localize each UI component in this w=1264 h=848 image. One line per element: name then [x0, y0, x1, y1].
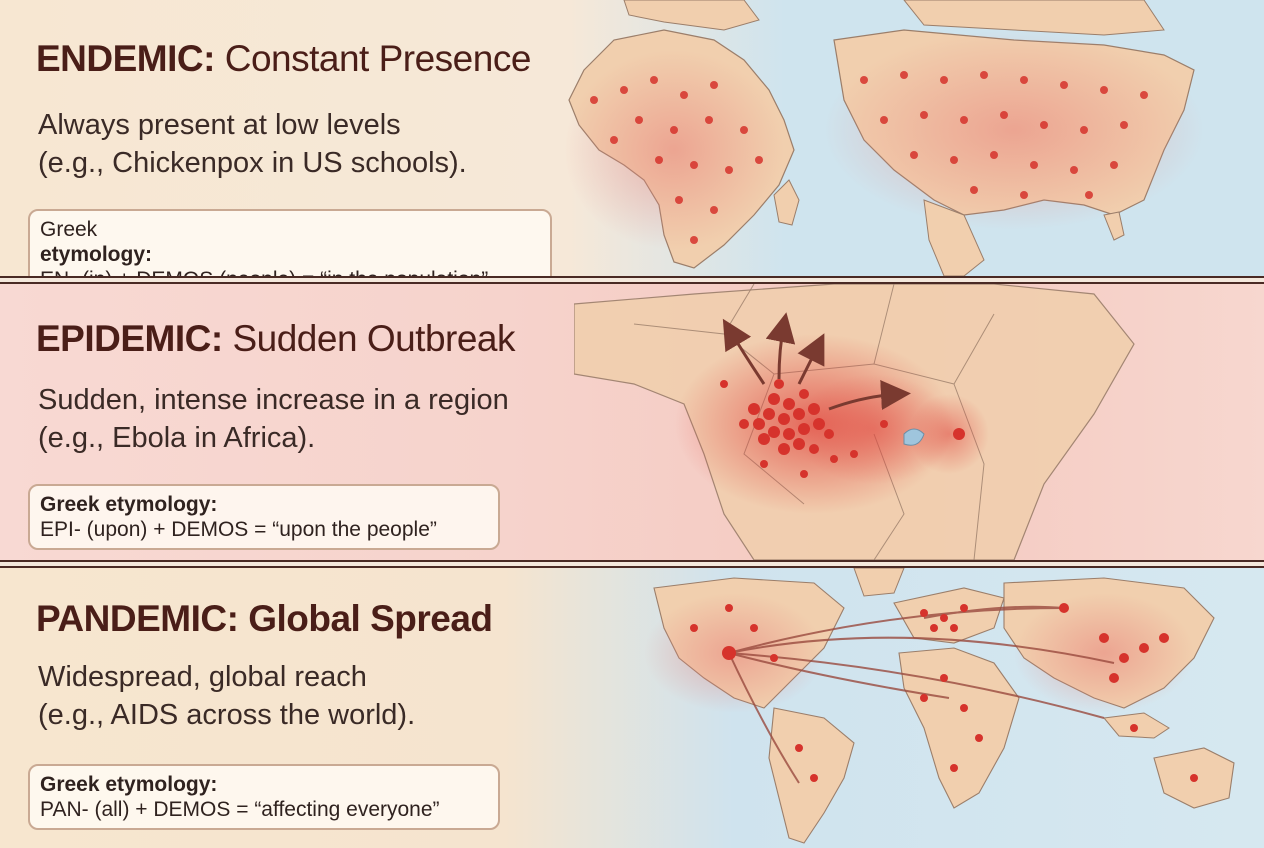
epidemic-term: EPIDEMIC: [36, 318, 223, 359]
endemic-term: ENDEMIC: [36, 38, 215, 79]
pandemic-etymology-text: PAN- (all) + DEMOS = “affecting everyone… [40, 798, 440, 821]
epidemic-subtitle: Sudden Outbreak [232, 318, 516, 359]
epidemic-section: EPIDEMIC: Sudden Outbreak Sudden, intens… [0, 284, 1264, 560]
endemic-description-line-2: (e.g., Chickenpox in US schools). [38, 147, 467, 179]
pandemic-term: PANDEMIC: [36, 598, 239, 639]
endemic-heading: ENDEMIC: Constant Presence [36, 38, 531, 80]
pandemic-description-line-1: Widespread, global reach [38, 661, 367, 693]
endemic-description-line-1: Always present at low levels [38, 109, 401, 141]
section-divider [0, 276, 1264, 284]
pandemic-etymology-label: Greek etymology: [40, 773, 218, 796]
epidemic-description-line-1: Sudden, intense increase in a region [38, 384, 509, 416]
world-map-icon [644, 568, 1235, 844]
epidemic-etymology-label: Greek etymology: [40, 493, 218, 516]
endemic-subtitle: Constant Presence [224, 38, 532, 79]
pandemic-section: PANDEMIC: Global Spread Widespread, glob… [0, 568, 1264, 848]
endemic-etymology-box: Greek etymology: EN- (in) + DEMOS (peopl… [28, 209, 552, 276]
pandemic-heading: PANDEMIC: Global Spread [36, 598, 493, 640]
epidemic-description-line-2: (e.g., Ebola in Africa). [38, 422, 316, 454]
epidemic-description: Sudden, intense increase in a region (e.… [38, 381, 509, 457]
endemic-etymology-label-bold: etymology: [40, 243, 153, 266]
pandemic-description-line-2: (e.g., AIDS across the world). [38, 699, 416, 731]
endemic-section: ENDEMIC: Constant Presence Always presen… [0, 0, 1264, 276]
epidemic-heading: EPIDEMIC: Sudden Outbreak [36, 318, 516, 360]
endemic-etymology-label: Greek etymology: [40, 217, 538, 267]
section-divider [0, 560, 1264, 568]
central-africa-outbreak-map-icon [574, 284, 1135, 560]
africa-and-north-america-map-icon [564, 0, 1204, 276]
pandemic-etymology-box: Greek etymology: PAN- (all) + DEMOS = “a… [28, 764, 500, 830]
epidemic-etymology-box: Greek etymology: EPI- (upon) + DEMOS = “… [28, 484, 500, 550]
endemic-etymology-text: EN- (in) + DEMOS (people) = “in the popu… [40, 267, 538, 276]
pandemic-subtitle: Global Spread [248, 598, 493, 639]
pandemic-description: Widespread, global reach (e.g., AIDS acr… [38, 658, 415, 734]
endemic-description: Always present at low levels (e.g., Chic… [38, 106, 467, 182]
epidemic-etymology-text: EPI- (upon) + DEMOS = “upon the people” [40, 518, 437, 541]
endemic-etymology-label-prefix: Greek [40, 218, 98, 241]
